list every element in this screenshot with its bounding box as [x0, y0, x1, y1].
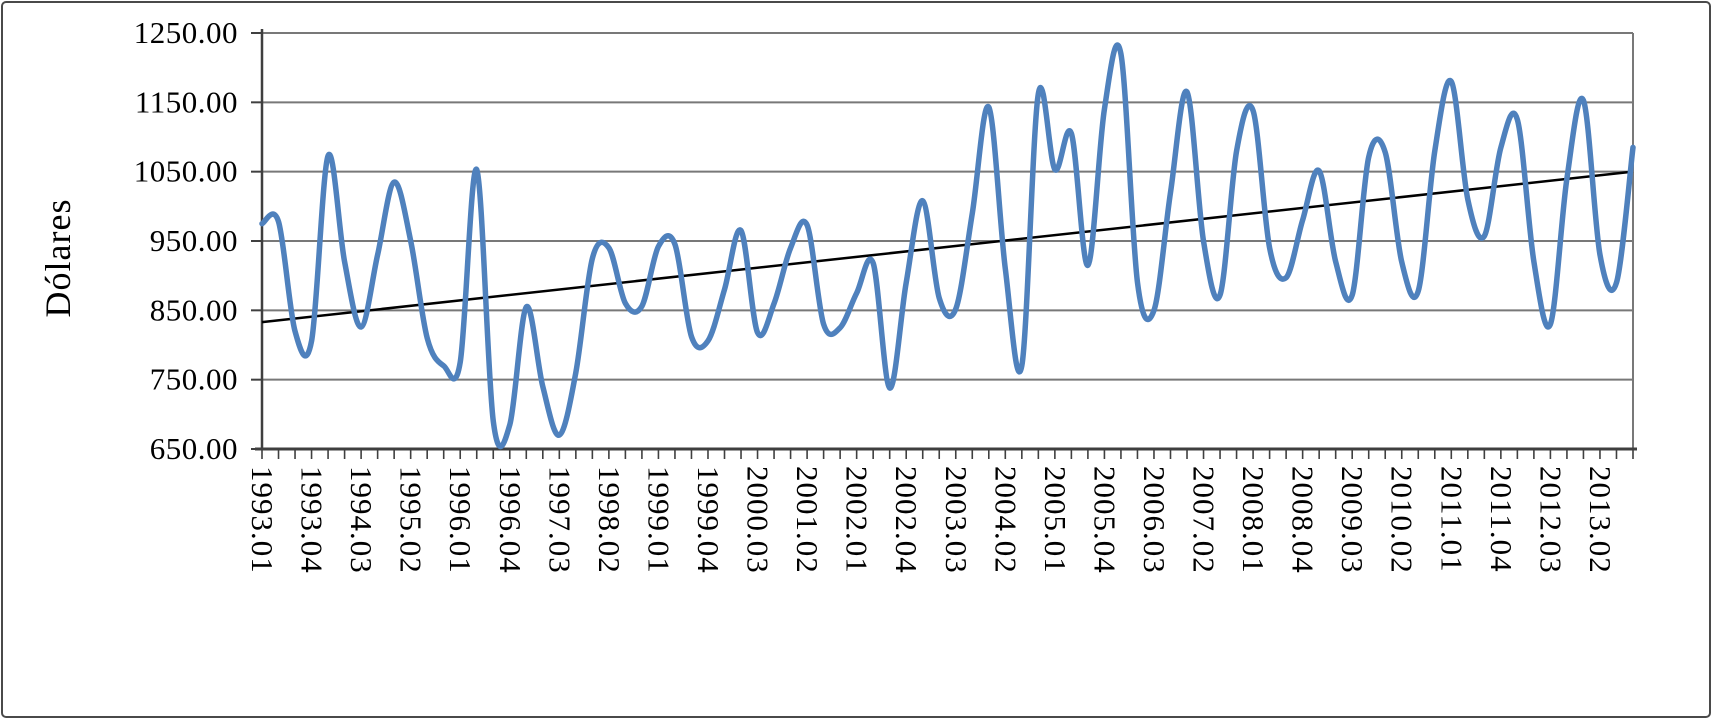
trend-line: [261, 170, 1634, 324]
x-tick-label: 2001.02: [790, 466, 825, 574]
x-tick-label: 1999.04: [691, 466, 726, 574]
x-tick-label: 2006.03: [1137, 466, 1172, 574]
y-tick-label: 1150.00: [135, 84, 238, 119]
x-tick-label: 2010.02: [1385, 466, 1420, 574]
y-tick-label: 750.00: [150, 362, 238, 397]
x-tick-label: 1997.03: [542, 466, 577, 574]
y-tick-label: 950.00: [150, 223, 238, 258]
x-tick-label: 2004.02: [988, 466, 1023, 574]
x-tick-label: 2005.01: [1038, 466, 1073, 574]
x-tick-label: 1996.01: [443, 466, 478, 574]
x-tick-label: 2012.03: [1533, 466, 1568, 574]
y-tick-label: 850.00: [150, 292, 238, 327]
x-tick-label: 1999.01: [641, 466, 676, 574]
x-tick-label: 2005.04: [1087, 466, 1122, 574]
x-tick-label: 2002.01: [840, 466, 875, 574]
x-tick-label: 2008.01: [1236, 466, 1271, 574]
x-tick-label: 2009.03: [1335, 466, 1370, 574]
x-tick-label: 2011.04: [1484, 466, 1519, 573]
series-line: [259, 42, 1636, 450]
x-tick-label: 1995.02: [394, 466, 429, 574]
x-tick-label: 2008.04: [1286, 466, 1321, 574]
y-tick-label: 650.00: [150, 431, 238, 466]
x-tick-label: 1993.01: [245, 466, 280, 574]
y-tick-label: 1050.00: [134, 154, 238, 189]
x-tick-label: 2007.02: [1187, 466, 1222, 574]
x-tick-label: 2011.01: [1434, 466, 1469, 573]
x-tick-label: 2003.03: [939, 466, 974, 574]
x-tick-label: 2000.03: [741, 466, 776, 574]
x-tick-label: 1996.04: [493, 466, 528, 574]
x-tick-label: 1994.03: [344, 466, 379, 574]
x-tick-label: 1993.04: [295, 466, 330, 574]
x-tick-label: 2002.04: [889, 466, 924, 574]
y-tick-label: 1250.00: [134, 15, 238, 50]
x-tick-label: 1998.02: [592, 466, 627, 574]
x-tick-label: 2013.02: [1583, 466, 1618, 574]
